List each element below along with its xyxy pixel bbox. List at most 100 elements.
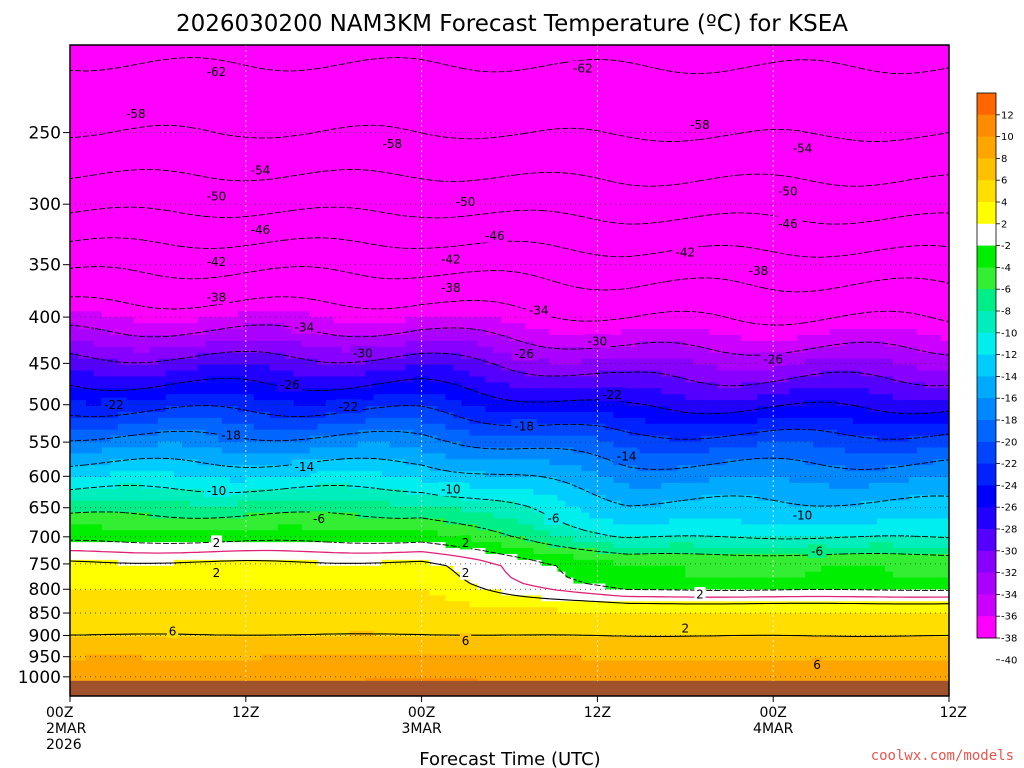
temp-cell: [309, 441, 319, 449]
temp-cell: [157, 92, 167, 99]
temp-cell: [261, 45, 271, 52]
temp-cell: [277, 394, 287, 401]
temp-cell: [349, 281, 359, 289]
temp-cell: [309, 80, 319, 88]
temp-cell: [381, 74, 391, 82]
temp-cell: [341, 317, 351, 324]
temp-cell: [157, 299, 167, 306]
temp-cell: [117, 305, 127, 312]
temp-cell: [285, 477, 295, 484]
temp-cell: [157, 613, 167, 620]
temp-cell: [77, 334, 87, 342]
temp-cell: [173, 133, 183, 141]
temp-cell: [397, 346, 407, 354]
temp-cell: [173, 80, 183, 88]
temp-cell: [357, 553, 367, 561]
temp-cell: [165, 459, 175, 466]
temp-cell: [293, 488, 303, 496]
temp-cell: [181, 352, 191, 360]
temp-cell: [181, 204, 191, 212]
temp-cell: [373, 263, 383, 271]
temp-cell: [413, 263, 423, 271]
temp-cell: [373, 269, 383, 277]
temp-cell: [333, 364, 343, 372]
temp-cell: [421, 636, 431, 644]
temp-cell: [333, 80, 343, 88]
temp-cell: [77, 482, 87, 490]
temp-cell: [93, 636, 103, 644]
temp-cell: [109, 583, 119, 591]
temp-cell: [181, 252, 191, 259]
temp-cell: [349, 518, 359, 525]
temp-cell: [381, 329, 391, 336]
temp-cell: [197, 323, 207, 330]
temp-cell: [373, 441, 383, 449]
temp-cell: [397, 275, 407, 283]
temp-cell: [85, 471, 95, 478]
temp-cell: [365, 157, 375, 164]
temp-cell: [221, 595, 231, 602]
temp-cell: [349, 133, 359, 141]
temp-cell: [357, 80, 367, 88]
temp-cell: [165, 329, 175, 336]
temp-cell: [253, 281, 263, 289]
temp-cell: [269, 110, 279, 117]
temp-cell: [221, 56, 231, 64]
temp-cell: [229, 376, 239, 383]
temp-cell: [181, 358, 191, 366]
temp-cell: [101, 151, 111, 159]
temp-cell: [253, 86, 263, 93]
temp-cell: [365, 139, 375, 147]
temp-cell: [133, 494, 143, 502]
temp-cell: [181, 512, 191, 520]
temp-cell: [333, 672, 343, 679]
temp-cell: [245, 589, 255, 596]
temp-cell: [301, 139, 311, 147]
temp-cell: [237, 269, 247, 277]
temp-cell: [101, 565, 111, 573]
temp-cell: [173, 447, 183, 454]
temp-cell: [237, 74, 247, 82]
temp-cell: [413, 494, 423, 502]
temp-cell: [349, 423, 359, 431]
temp-cell: [85, 258, 95, 265]
temp-cell: [157, 74, 167, 82]
temp-cell: [317, 127, 327, 135]
temp-cell: [317, 86, 327, 93]
temp-cell: [197, 198, 207, 206]
temp-cell: [133, 441, 143, 449]
temp-cell: [389, 518, 399, 525]
temp-cell: [173, 246, 183, 253]
temp-cell: [405, 506, 415, 514]
temp-cell: [333, 287, 343, 295]
temp-cell: [357, 340, 367, 348]
temp-cell: [317, 98, 327, 105]
temp-cell: [229, 394, 239, 401]
temp-cell: [309, 506, 319, 514]
temp-cell: [317, 151, 327, 159]
temp-cell: [253, 642, 263, 650]
temp-cell: [157, 565, 167, 573]
temp-cell: [397, 181, 407, 188]
temp-cell: [293, 429, 303, 437]
temp-cell: [149, 263, 159, 271]
temp-cell: [349, 204, 359, 212]
temp-cell: [277, 459, 287, 466]
temp-cell: [93, 216, 103, 224]
temp-cell: [141, 86, 151, 93]
temp-cell: [333, 263, 343, 271]
temp-cell: [405, 607, 415, 614]
temp-cell: [197, 571, 207, 579]
temp-cell: [181, 536, 191, 543]
temp-cell: [117, 571, 127, 579]
temp-cell: [301, 181, 311, 188]
temp-cell: [317, 269, 327, 277]
temp-cell: [381, 394, 391, 401]
temp-cell: [293, 601, 303, 608]
temp-cell: [357, 293, 367, 301]
temp-cell: [213, 512, 223, 520]
temp-cell: [197, 210, 207, 218]
temp-cell: [149, 121, 159, 129]
temp-cell: [421, 121, 431, 129]
temp-cell: [333, 358, 343, 366]
